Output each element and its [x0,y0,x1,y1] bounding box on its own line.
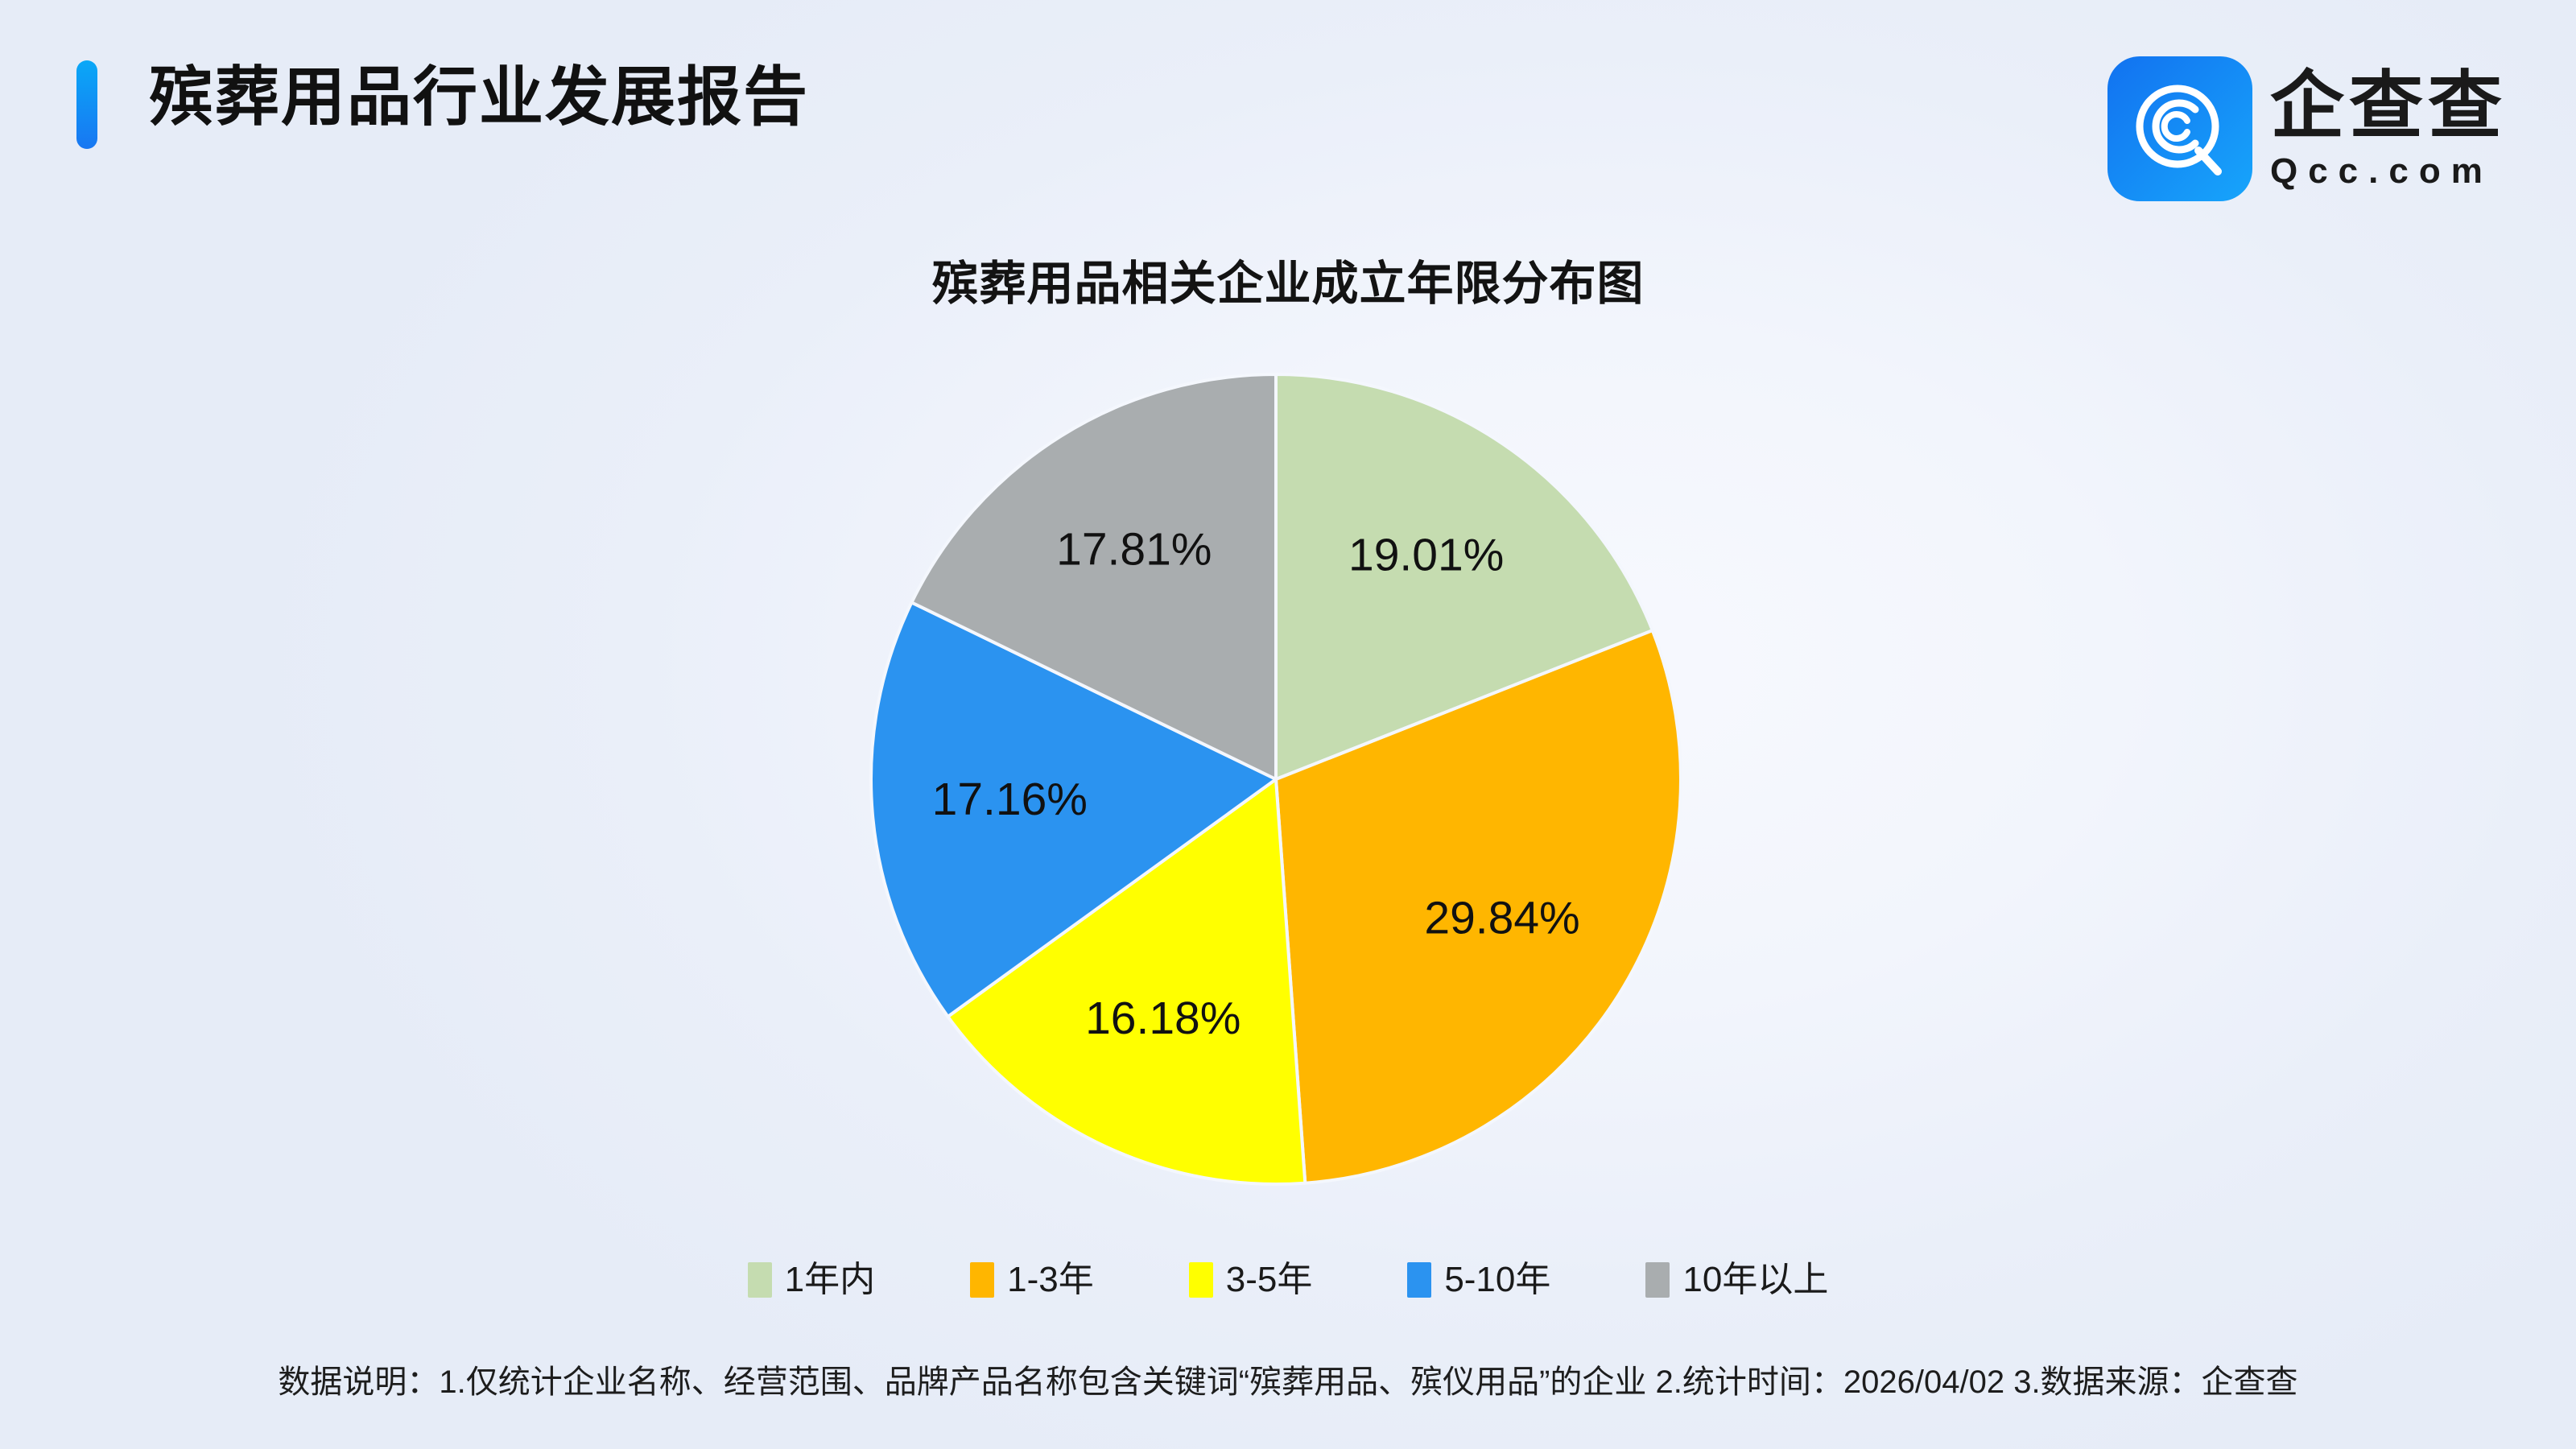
logo-name-cn: 企查查 [2269,65,2507,147]
pie-chart-svg: 19.01% 29.84% 16.18% 17.16% 17.81% [869,372,1682,1187]
logo-text-block: 企查查 Qcc.com [2270,64,2507,193]
legend-swatch [1645,1262,1670,1298]
legend-item[interactable]: 1-3年 [970,1260,1094,1300]
legend-swatch [970,1262,995,1298]
pie-slice[interactable] [909,372,1278,782]
legend-swatch [1407,1262,1432,1298]
chart-title: 殡葬用品相关企业成立年限分布图 [931,258,1645,310]
pie-slice-label: 17.16% [932,774,1088,825]
pie-slice-label: 29.84% [1424,893,1579,944]
pie-slice[interactable] [1274,372,1655,782]
pie-slice[interactable] [869,600,1279,1019]
page-title: 殡葬用品行业发展报告 [149,61,809,133]
legend-swatch [747,1262,772,1298]
legend-label: 3-5年 [1225,1260,1313,1299]
footnote: 数据说明：1.仅统计企业名称、经营范围、品牌产品名称包含关键词“殡葬用品、殡仪用… [278,1364,2298,1400]
legend-item[interactable]: 3-5年 [1188,1260,1313,1300]
legend-label: 1-3年 [1007,1260,1094,1299]
chart-container: 殡葬用品相关企业成立年限分布图 19.01% 29.84% 16.18% 17.16%… [0,201,2576,1312]
logo-name-en: Qcc.com [2269,151,2493,191]
pie-slice-label: 17.81% [1056,524,1212,576]
legend-swatch [1188,1262,1213,1298]
pie-slice-group [869,372,1682,1187]
pie-slice[interactable] [1274,628,1682,1185]
legend-item[interactable]: 5-10年 [1407,1260,1550,1300]
legend-label: 10年以上 [1682,1260,1829,1299]
qcc-q-logo-icon [2107,56,2252,201]
pie-label-group: 19.01% 29.84% 16.18% 17.16% 17.81% [932,524,1580,1044]
legend-label: 5-10年 [1444,1260,1551,1299]
pie-slice-label: 16.18% [1085,993,1241,1044]
legend-item[interactable]: 10年以上 [1645,1260,1828,1300]
brand-logo[interactable]: 企查查 Qcc.com [2107,56,2507,201]
pie-slice[interactable] [945,776,1307,1187]
page-header: 殡葬用品行业发展报告 企查查 Qcc.com [0,0,2576,201]
legend-label: 1年内 [784,1260,876,1299]
title-accent-bar [76,60,97,149]
pie-chart: 19.01% 29.84% 16.18% 17.16% 17.81% [869,372,1682,1187]
legend-item[interactable]: 1年内 [747,1260,876,1300]
chart-legend: 1年内 1-3年 3-5年 5-10年 10年以上 [0,1252,2576,1308]
pie-slice-label: 19.01% [1348,530,1504,581]
